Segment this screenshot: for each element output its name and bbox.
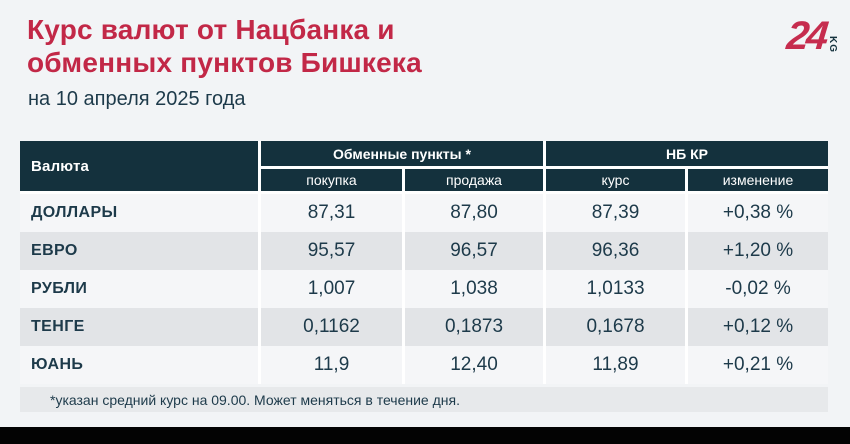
page-title: Курс валют от Нацбанка и обменных пунктов… bbox=[27, 13, 422, 79]
rates-table: Валюта Обменные пункты * НБ КР покупка п… bbox=[20, 141, 828, 384]
sell-cell: 12,40 bbox=[405, 346, 543, 384]
header-sub-rate: курс bbox=[546, 169, 685, 194]
currency-cell: ЮАНЬ bbox=[20, 346, 258, 384]
bottom-black-bar bbox=[0, 427, 850, 444]
sell-cell: 87,80 bbox=[405, 194, 543, 232]
rate-cell: 0,1678 bbox=[546, 308, 685, 346]
header-sub-change: изменение bbox=[688, 169, 828, 194]
logo-24kg: 24 KG bbox=[784, 14, 838, 58]
sell-cell: 1,038 bbox=[405, 270, 543, 308]
buy-cell: 87,31 bbox=[261, 194, 402, 232]
currency-cell: ТЕНГЕ bbox=[20, 308, 258, 346]
header-sub-sell: продажа bbox=[405, 169, 543, 194]
currency-cell: РУБЛИ bbox=[20, 270, 258, 308]
page-title-line2: обменных пунктов Бишкека bbox=[27, 47, 422, 78]
rate-cell: 1,0133 bbox=[546, 270, 685, 308]
header-group-exchange-offices: Обменные пункты * bbox=[261, 141, 543, 169]
header-sub-buy: покупка bbox=[261, 169, 402, 194]
currency-cell: ЕВРО bbox=[20, 232, 258, 270]
sell-cell: 96,57 bbox=[405, 232, 543, 270]
rate-cell: 87,39 bbox=[546, 194, 685, 232]
buy-cell: 11,9 bbox=[261, 346, 402, 384]
change-cell: +1,20 % bbox=[688, 232, 828, 270]
header-group-nbkr: НБ КР bbox=[546, 141, 828, 169]
page-title-line1: Курс валют от Нацбанка и bbox=[27, 14, 395, 45]
change-cell: +0,38 % bbox=[688, 194, 828, 232]
footnote: *указан средний курс на 09.00. Может мен… bbox=[20, 387, 828, 412]
rate-cell: 11,89 bbox=[546, 346, 685, 384]
change-cell: +0,12 % bbox=[688, 308, 828, 346]
sell-cell: 0,1873 bbox=[405, 308, 543, 346]
header-currency: Валюта bbox=[20, 141, 258, 194]
date-subtitle: на 10 апреля 2025 года bbox=[28, 88, 246, 110]
buy-cell: 0,1162 bbox=[261, 308, 402, 346]
rate-cell: 96,36 bbox=[546, 232, 685, 270]
buy-cell: 1,007 bbox=[261, 270, 402, 308]
logo-kg-label: KG bbox=[827, 36, 838, 53]
logo-24-icon: 24 bbox=[784, 14, 828, 58]
currency-cell: ДОЛЛАРЫ bbox=[20, 194, 258, 232]
change-cell: -0,02 % bbox=[688, 270, 828, 308]
change-cell: +0,21 % bbox=[688, 346, 828, 384]
buy-cell: 95,57 bbox=[261, 232, 402, 270]
